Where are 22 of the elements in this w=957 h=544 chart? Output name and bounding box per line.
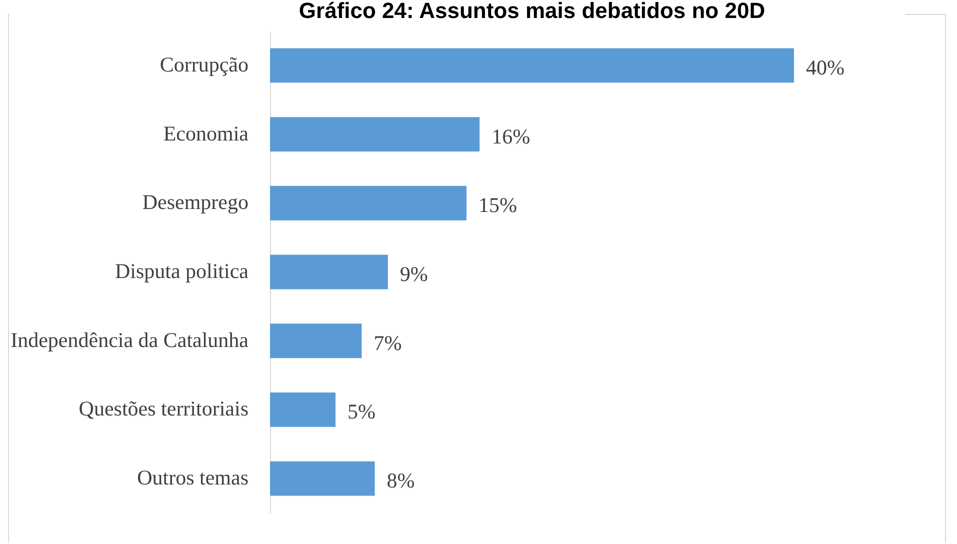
data-label: 8% [386,468,415,493]
y-tick-label: Disputa politica [114,259,250,283]
data-label: 16% [492,124,530,148]
bar [270,461,375,496]
data-label: 9% [400,262,428,286]
bar [270,117,480,152]
y-tick-label: Desemprego [142,190,248,214]
data-label: 5% [348,400,376,424]
bar [270,186,466,220]
data-label: 15% [478,193,517,218]
y-tick-label: Corrupção [160,52,248,76]
data-label: 40% [806,55,844,80]
data-label: 7% [374,330,402,355]
bar [270,324,362,358]
bar [270,392,336,427]
chart-title: Gráfico 24: Assuntos mais debatidos no 20D [298,0,766,23]
y-tick-label: Outros temas [137,466,248,490]
y-tick-label: Independência da Catalunha [10,328,250,352]
bar [270,254,388,290]
y-tick-label: Economia [163,121,250,146]
y-tick-label: Questões territoriais [78,396,248,421]
bar [270,48,794,83]
